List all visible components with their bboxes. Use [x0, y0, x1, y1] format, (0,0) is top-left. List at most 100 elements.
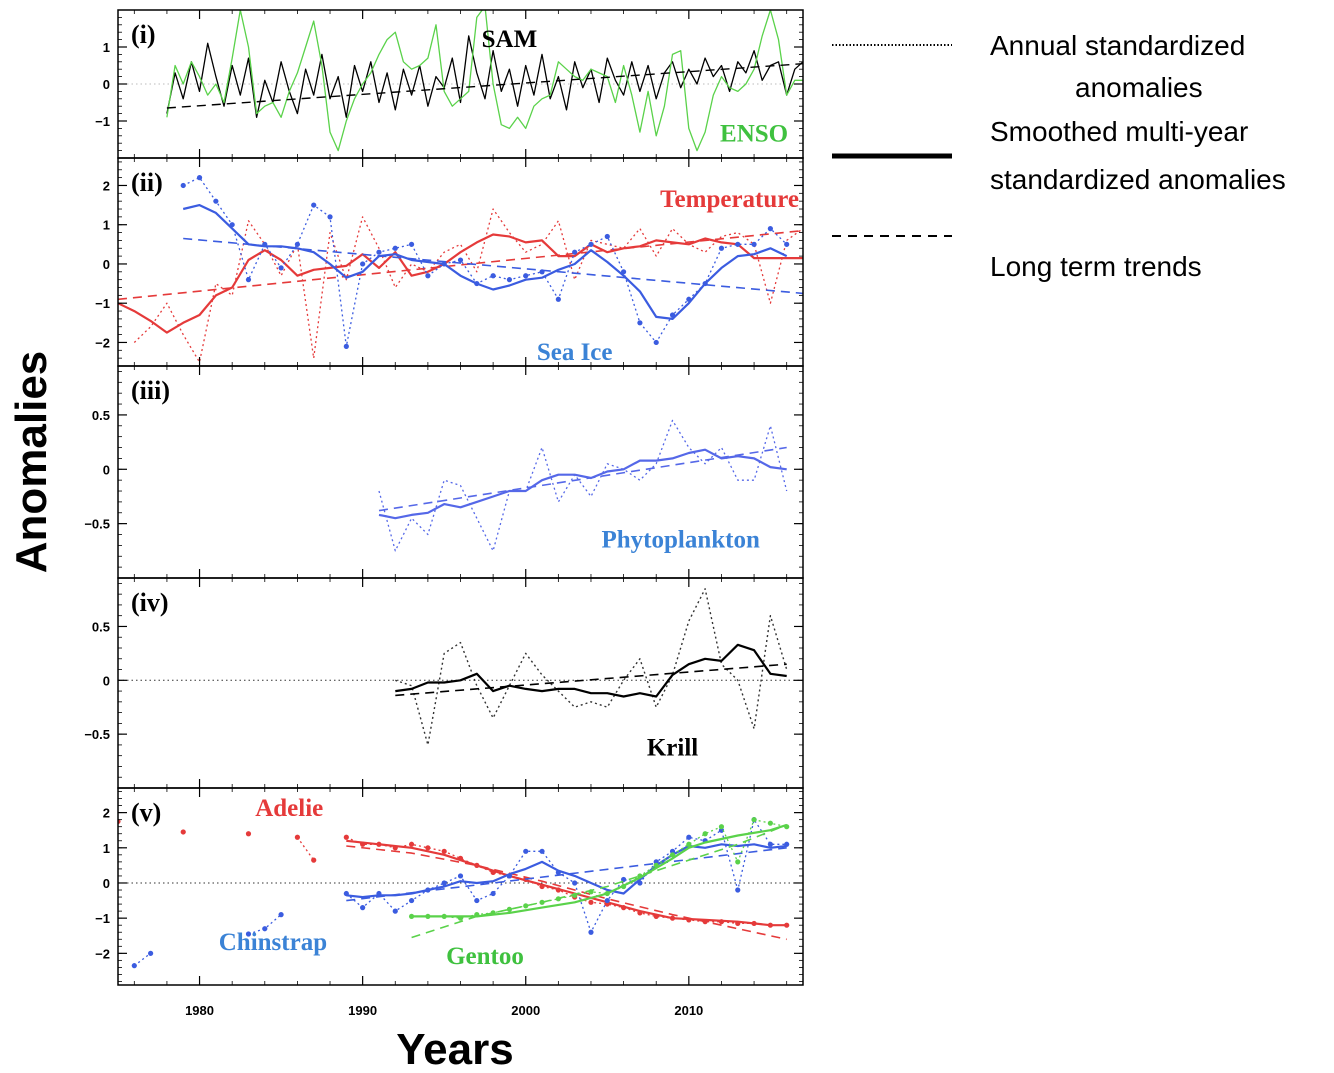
series-chinstrap-smoothed [346, 843, 787, 899]
x-tick-label: 1980 [185, 1003, 214, 1018]
point-gentoo [523, 903, 529, 909]
point-chinstrap [767, 841, 773, 847]
point-sea-ice [555, 296, 561, 302]
point-sea-ice [604, 233, 610, 240]
series-chinstrap [345, 819, 787, 933]
point-adelie [588, 899, 594, 905]
y-tick-label: 0 [103, 462, 110, 477]
point-gentoo [767, 820, 773, 826]
y-tick-label: 1 [103, 218, 110, 233]
plot-area [118, 175, 803, 363]
y-tick-label: −1 [95, 296, 110, 311]
plot-area [118, 817, 790, 969]
point-gentoo [506, 906, 513, 912]
point-chinstrap [360, 905, 366, 911]
legend-annual-line2: anomalies [1075, 72, 1203, 103]
point-sea-ice [294, 241, 301, 247]
point-sea-ice [360, 261, 366, 267]
point-sea-ice [180, 182, 186, 189]
series-gentoo [411, 819, 787, 919]
series-label-sea-ice: Sea Ice [537, 339, 613, 366]
x-tick-label: 1990 [348, 1003, 377, 1018]
point-sea-ice [751, 241, 757, 247]
series-krill-trend [395, 663, 787, 697]
point-sea-ice [523, 273, 529, 279]
y-tick-label: −1 [95, 911, 110, 926]
y-tick-label: 0.5 [92, 408, 110, 423]
point-sea-ice [620, 269, 627, 275]
point-sea-ice [425, 273, 431, 279]
series-sea-ice-smoothed [182, 204, 788, 320]
series-adelie-1986-87 [296, 836, 315, 861]
panel-label: (i) [131, 20, 156, 49]
point-sea-ice [213, 198, 219, 204]
y-tick-label: −0.5 [84, 517, 110, 532]
point-adelie-1986-87 [294, 834, 301, 840]
series-label-gentoo: Gentoo [446, 943, 524, 970]
point-adelie [408, 841, 415, 847]
series-label-temperature: Temperature [660, 186, 799, 213]
point-gentoo [686, 841, 692, 847]
point-chinstrap [539, 848, 545, 854]
panels: SAM ENSO −1 0 1 (i) Temperature Sea Ice −2 −1 0 1 2 (… [84, 9, 804, 986]
legend-trend-label: Long term trends [990, 251, 1202, 282]
point-chinstrap [457, 873, 464, 879]
panel-label: (v) [131, 798, 161, 827]
point-sea-ice [343, 343, 349, 349]
series-label-phytoplankton: Phytoplankton [601, 527, 759, 554]
legend-smoothed-line2: standardized anomalies [990, 164, 1286, 195]
point-chinstrap [441, 880, 447, 886]
y-tick-label: 2 [103, 178, 110, 193]
panel-3: Phytoplankton −0.5 0 0.5 (iii) [84, 365, 804, 579]
y-tick-label: 1 [103, 40, 110, 55]
point-gentoo [408, 913, 415, 920]
point-chinstrap [408, 897, 415, 904]
point-chinstrap-1983-85 [262, 926, 268, 932]
point-chinstrap [604, 897, 610, 904]
point-gentoo [735, 859, 741, 865]
y-tick-label: −1 [95, 114, 110, 129]
y-tick-label: 0 [103, 673, 110, 688]
point-sea-ice [767, 226, 773, 232]
point-sea-ice [572, 249, 578, 255]
series-temperature-trend [118, 229, 803, 301]
point-sea-ice [408, 241, 415, 247]
panel-5: Adelie Chinstrap Gentoo −2 −1 0 1 2 (v) [95, 787, 804, 986]
panel-label: (iii) [131, 376, 170, 405]
point-sea-ice [311, 202, 317, 208]
point-gentoo [718, 824, 725, 830]
point-chinstrap [735, 887, 741, 893]
y-tick-label: 2 [103, 806, 110, 821]
series-temperature-smoothed [118, 233, 803, 334]
point-gentoo [669, 852, 676, 858]
x-tick-label: 2010 [674, 1003, 703, 1018]
series-chinstrap-1983-85 [248, 914, 282, 935]
series-krill [395, 588, 788, 746]
series-sam-trend [166, 63, 803, 109]
point-adelie-1986-87 [311, 857, 317, 863]
point-sea-ice [588, 241, 594, 247]
point-chinstrap [392, 908, 398, 914]
series-label-enso: ENSO [720, 120, 788, 147]
series-sea-ice-trend [183, 237, 803, 295]
point-sea-ice [327, 214, 333, 220]
point-adelie [425, 845, 431, 851]
point-gentoo [702, 831, 708, 837]
panel-label: (iv) [131, 588, 169, 617]
point-gentoo [751, 817, 757, 823]
point-sea-ice [735, 241, 741, 247]
legend-smoothed-line1: Smoothed multi-year [990, 116, 1248, 147]
point-chinstrap [686, 834, 692, 840]
x-tick-label: 2000 [511, 1003, 540, 1018]
series-adelie-trend [346, 845, 787, 941]
series-label-krill: Krill [647, 735, 698, 762]
point-chinstrap [588, 929, 594, 935]
point-adelie [343, 834, 349, 840]
panel-frame [117, 577, 804, 789]
point-sea-ice [196, 175, 203, 181]
series-adelie [346, 836, 787, 926]
point-sea-ice [245, 277, 252, 283]
y-tick-label: 0.5 [92, 619, 110, 634]
series-gentoo-smoothed [411, 823, 788, 918]
